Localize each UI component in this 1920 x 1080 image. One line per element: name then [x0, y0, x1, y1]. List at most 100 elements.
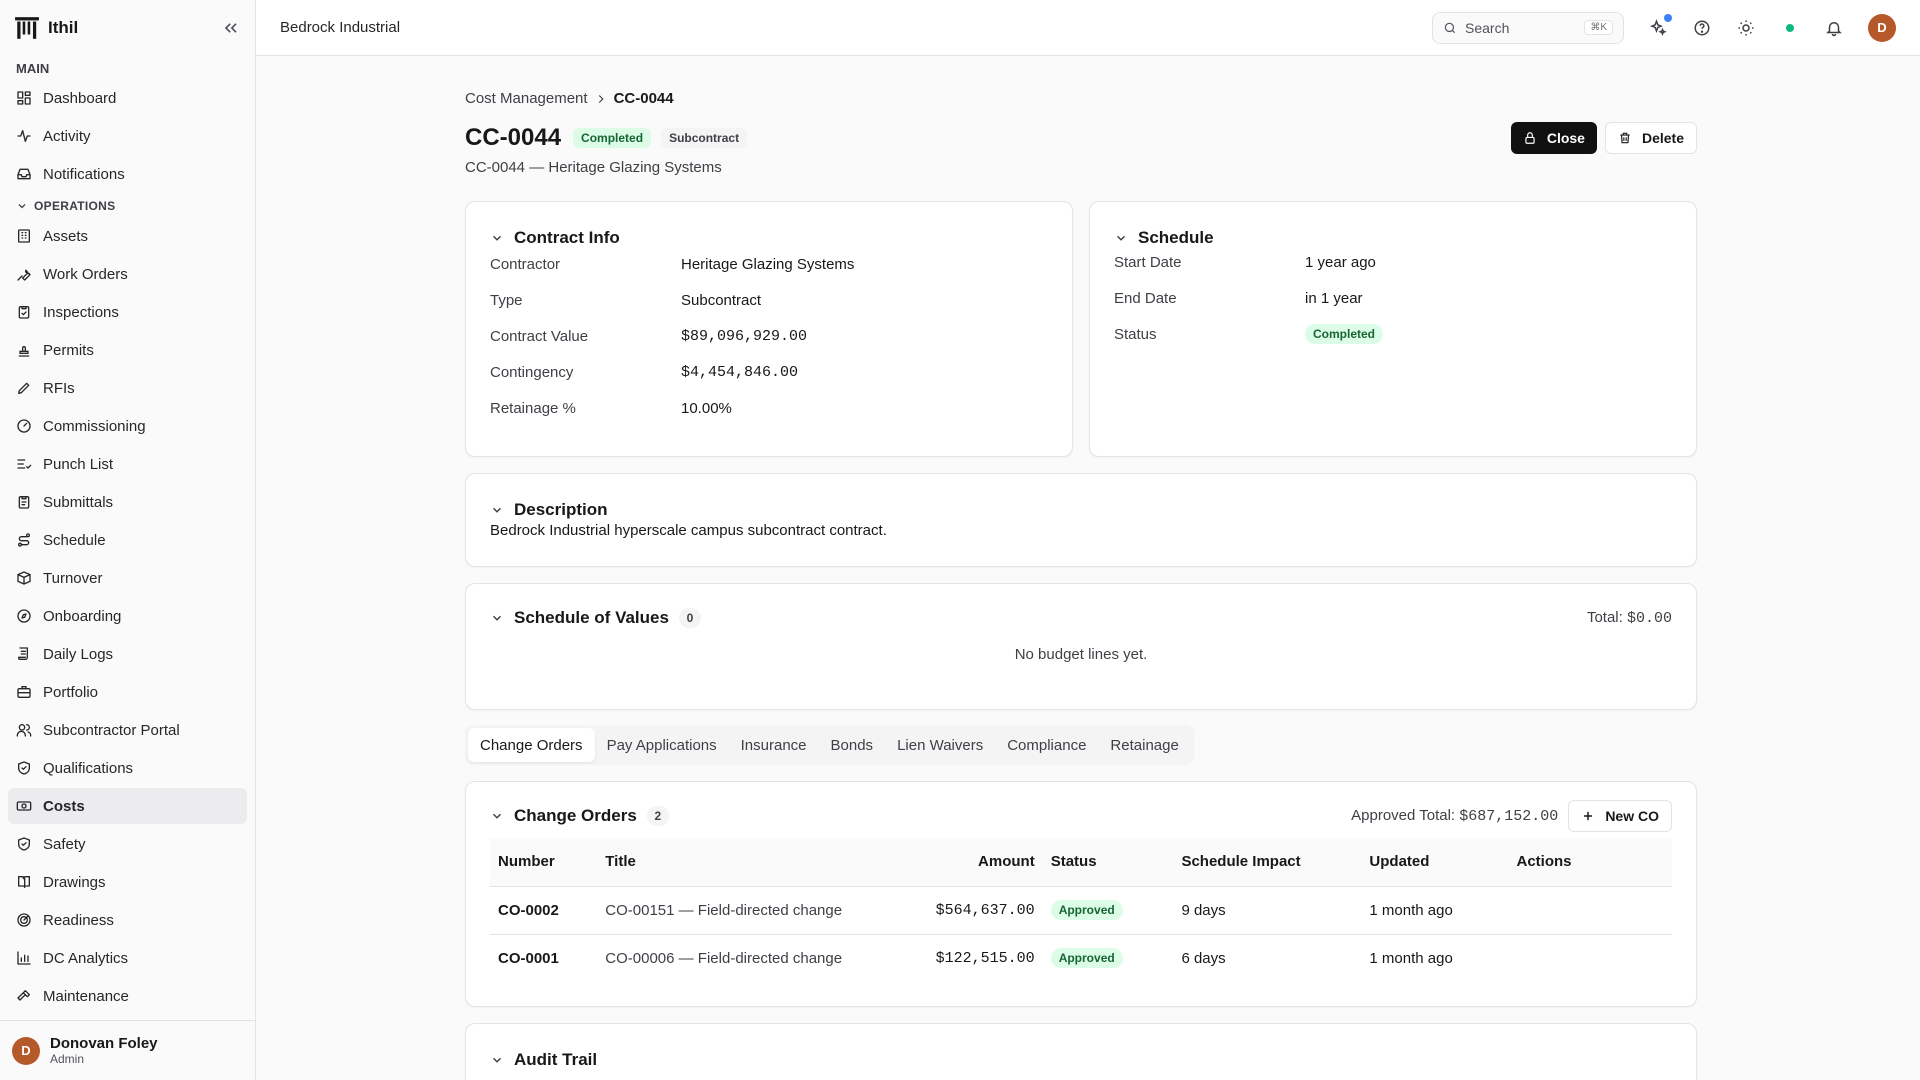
sidebar-item-assets[interactable]: Assets: [8, 218, 247, 254]
contract-info-card: Contract Info Contractor Heritage Glazing…: [465, 201, 1073, 457]
table-header-row: Number Title Amount Status Schedule Impact Up…: [490, 838, 1672, 887]
search-input[interactable]: Search ⌘K: [1432, 11, 1624, 44]
schedule-header[interactable]: Schedule: [1114, 228, 1672, 248]
sidebar-item-label: Inspections: [43, 303, 119, 321]
collapse-sidebar-icon[interactable]: [221, 18, 241, 38]
column-header[interactable]: Amount: [925, 838, 1043, 887]
sidebar-item-portfolio[interactable]: Portfolio: [8, 674, 247, 710]
main-nav: Dashboard Activity Notifications: [0, 80, 255, 192]
detail-tabs: Change Orders Pay Applications Insurance Bo…: [465, 725, 1194, 765]
sidebar-item-dashboard[interactable]: Dashboard: [8, 80, 247, 116]
sidebar-item-onboarding[interactable]: Onboarding: [8, 598, 247, 634]
chevron-down-icon: [18, 204, 26, 209]
notifications-button[interactable]: [1824, 18, 1844, 38]
tab-bonds[interactable]: Bonds: [830, 736, 874, 754]
avatar[interactable]: D: [1868, 13, 1896, 42]
card-title: Description: [514, 500, 608, 519]
theme-toggle-button[interactable]: [1736, 18, 1756, 38]
status-badge: Completed: [573, 128, 652, 148]
sidebar-item-daily-logs[interactable]: Daily Logs: [8, 636, 247, 672]
audit-trail-card: Audit Trail: [465, 1023, 1697, 1080]
column-header[interactable]: Actions: [1508, 838, 1672, 887]
field-value: 10.00%: [681, 399, 732, 417]
table-row[interactable]: CO-0001 CO-00006 — Field-directed change $…: [490, 934, 1672, 982]
tab-pay-applications[interactable]: Pay Applications: [606, 736, 717, 754]
sidebar-item-rfis[interactable]: RFIs: [8, 370, 247, 406]
sidebar-item-subcontractor-portal[interactable]: Subcontractor Portal: [8, 712, 247, 748]
sidebar-item-safety[interactable]: Safety: [8, 826, 247, 862]
table-row[interactable]: CO-0002 CO-00151 — Field-directed change $…: [490, 886, 1672, 935]
contract-info-header[interactable]: Contract Info: [490, 228, 1048, 248]
new-co-button[interactable]: New CO: [1568, 800, 1672, 832]
delete-button[interactable]: Delete: [1604, 122, 1697, 154]
column-header[interactable]: Updated: [1361, 838, 1509, 887]
sidebar-item-punch-list[interactable]: Punch List: [8, 446, 247, 482]
sidebar-item-costs[interactable]: Costs: [8, 788, 247, 824]
sidebar-item-drawings[interactable]: Drawings: [8, 864, 247, 900]
sidebar-item-dc-analytics[interactable]: DC Analytics: [8, 940, 247, 976]
tab-retainage[interactable]: Retainage: [1110, 736, 1179, 754]
co-updated: 1 month ago: [1369, 949, 1453, 967]
sidebar-item-activity[interactable]: Activity: [8, 118, 247, 154]
sidebar: Ithil MAIN Dashboard Activity Notification…: [0, 0, 256, 1080]
sidebar-item-label: Subcontractor Portal: [43, 721, 180, 739]
tab-change-orders[interactable]: Change Orders: [468, 728, 595, 762]
activity-icon: [17, 130, 31, 142]
audit-trail-header[interactable]: Audit Trail: [490, 1050, 1672, 1070]
sidebar-item-inspections[interactable]: Inspections: [8, 294, 247, 330]
sidebar-item-schedule[interactable]: Schedule: [8, 522, 247, 558]
ai-assistant-button[interactable]: [1648, 13, 1672, 38]
brand: Ithil: [0, 0, 255, 56]
co-title: CO-00151 — Field-directed change: [597, 886, 926, 935]
field-label: Start Date: [1114, 253, 1182, 271]
sidebar-item-turnover[interactable]: Turnover: [8, 560, 247, 596]
tab-insurance[interactable]: Insurance: [740, 736, 807, 754]
status-badge: Approved: [1050, 900, 1123, 920]
column-header[interactable]: Title: [597, 838, 926, 887]
status-badge: Completed: [1305, 324, 1384, 344]
description-card: Description Bedrock Industrial hyperscal…: [465, 473, 1697, 567]
sidebar-item-notifications[interactable]: Notifications: [8, 156, 247, 192]
user-menu[interactable]: D Donovan Foley Admin: [0, 1020, 255, 1080]
change-orders-header[interactable]: Change Orders 2 Approved Total: $687,152…: [490, 800, 1672, 832]
chevron-down-icon: [492, 813, 502, 819]
co-updated: 1 month ago: [1361, 886, 1509, 935]
package-icon: [17, 571, 31, 585]
description-header[interactable]: Description: [490, 500, 1672, 520]
table-body: CO-0002 CO-00151 — Field-directed change $…: [490, 886, 1672, 982]
column-header[interactable]: Status: [1042, 838, 1174, 887]
field-value: in 1 year: [1305, 289, 1363, 307]
card-title: Audit Trail: [514, 1050, 598, 1069]
sidebar-item-commissioning[interactable]: Commissioning: [8, 408, 247, 444]
help-button[interactable]: [1692, 18, 1712, 38]
breadcrumb-parent[interactable]: Cost Management: [465, 90, 588, 107]
sidebar-item-submittals[interactable]: Submittals: [8, 484, 247, 520]
approved-total-value: $687,152.00: [1459, 808, 1559, 825]
sidebar-item-work-orders[interactable]: Work Orders: [8, 256, 247, 292]
shield-check-icon: [18, 761, 30, 775]
breadcrumb: Cost Management CC-0044: [465, 90, 1697, 107]
nav-section-operations[interactable]: OPERATIONS: [0, 194, 255, 218]
clipboard-check-icon: [18, 306, 30, 319]
co-number[interactable]: CO-0002: [490, 886, 598, 935]
sidebar-item-qualifications[interactable]: Qualifications: [8, 750, 247, 786]
column-header[interactable]: Schedule Impact: [1173, 838, 1362, 887]
co-number[interactable]: CO-0001: [498, 949, 559, 967]
tab-compliance[interactable]: Compliance: [1007, 736, 1087, 754]
close-contract-button[interactable]: Close: [1510, 122, 1597, 154]
sidebar-item-maintenance[interactable]: Maintenance: [8, 978, 247, 1014]
briefcase-icon: [17, 686, 31, 698]
sidebar-item-label: Activity: [43, 127, 91, 145]
search-shortcut: ⌘K: [1584, 20, 1613, 35]
co-schedule-impact: 9 days: [1173, 886, 1362, 935]
sidebar-item-readiness[interactable]: Readiness: [8, 902, 247, 938]
sov-header[interactable]: Schedule of Values 0 Total: $0.00: [490, 608, 1672, 628]
scroll-icon: [18, 647, 28, 660]
sidebar-item-permits[interactable]: Permits: [8, 332, 247, 368]
field-label: Contract Value: [490, 327, 589, 345]
card-title: Schedule: [1138, 228, 1214, 247]
close-label: Close: [1546, 130, 1585, 146]
column-header[interactable]: Number: [490, 838, 598, 887]
search-placeholder: Search: [1465, 19, 1510, 36]
tab-lien-waivers[interactable]: Lien Waivers: [897, 736, 984, 754]
